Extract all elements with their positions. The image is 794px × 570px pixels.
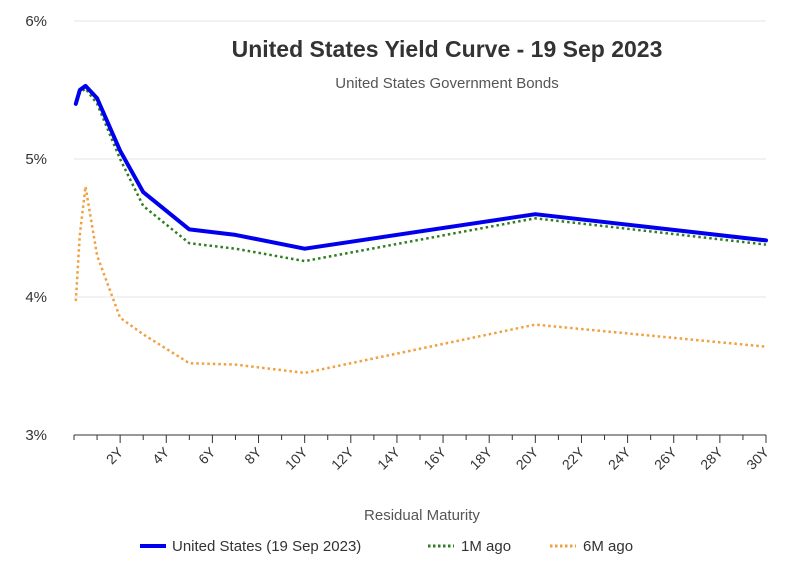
y-tick-label: 5% bbox=[25, 151, 47, 168]
x-tick-label: 18Y bbox=[466, 443, 495, 472]
legend: United States (19 Sep 2023) 1M ago 6M ag… bbox=[140, 538, 633, 555]
x-tick-label: 26Y bbox=[651, 443, 680, 472]
legend-item-series-0[interactable]: United States (19 Sep 2023) bbox=[140, 538, 361, 555]
x-tick-label: 24Y bbox=[605, 443, 634, 472]
x-tick-label: 10Y bbox=[282, 443, 311, 472]
y-tick-label: 6% bbox=[25, 13, 47, 30]
y-tick-label: 4% bbox=[25, 289, 47, 306]
x-tick-label: 14Y bbox=[374, 443, 403, 472]
x-tick-label: 12Y bbox=[328, 443, 357, 472]
series-line-2[interactable] bbox=[74, 185, 767, 375]
series-line-0[interactable] bbox=[73, 83, 768, 251]
legend-label-series-0: United States (19 Sep 2023) bbox=[172, 538, 361, 555]
x-tick-label: 30Y bbox=[743, 443, 772, 472]
x-tick-label: 2Y bbox=[103, 443, 127, 467]
x-tick-label: 4Y bbox=[149, 443, 173, 467]
series-line-1[interactable] bbox=[74, 87, 767, 263]
y-tick-label: 3% bbox=[25, 427, 47, 444]
legend-label-series-1: 1M ago bbox=[461, 538, 511, 555]
x-tick-label: 16Y bbox=[420, 443, 449, 472]
legend-label-series-2: 6M ago bbox=[583, 538, 633, 555]
x-tick-label: 20Y bbox=[513, 443, 542, 472]
x-tick-label: 6Y bbox=[195, 443, 219, 467]
x-tick-label: 28Y bbox=[697, 443, 726, 472]
chart-subtitle: United States Government Bonds bbox=[335, 75, 558, 92]
x-axis-label: Residual Maturity bbox=[364, 507, 480, 524]
chart-title: United States Yield Curve - 19 Sep 2023 bbox=[232, 36, 663, 62]
legend-item-series-2[interactable]: 6M ago bbox=[550, 538, 633, 555]
legend-item-series-1[interactable]: 1M ago bbox=[428, 538, 511, 555]
x-tick-label: 8Y bbox=[241, 443, 265, 467]
series-layer bbox=[73, 83, 768, 375]
x-tick-label: 22Y bbox=[559, 443, 588, 472]
